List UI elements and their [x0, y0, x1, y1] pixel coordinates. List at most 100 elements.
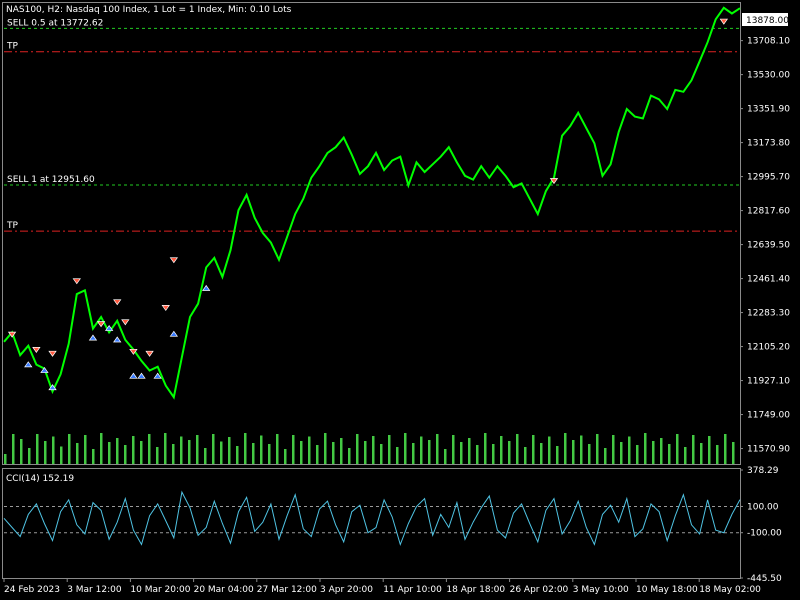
volume-bar: [436, 434, 439, 464]
volume-histogram: [4, 433, 735, 464]
sell-marker: [32, 347, 41, 353]
volume-bar: [372, 436, 375, 464]
volume-bar: [684, 447, 687, 464]
buy-marker: [137, 372, 146, 379]
volume-bar: [404, 433, 407, 464]
volume-bar: [228, 437, 231, 464]
volume-bar: [44, 441, 47, 464]
buy-marker: [153, 372, 162, 379]
volume-bar: [516, 434, 519, 464]
volume-bar: [652, 441, 655, 464]
volume-bar: [156, 447, 159, 464]
volume-bar: [4, 454, 7, 464]
volume-bar: [60, 446, 63, 464]
buy-marker: [88, 334, 98, 341]
order-line-label: SELL 0.5 at 13772.62: [7, 18, 103, 28]
buy-marker: [129, 372, 138, 379]
volume-bar: [732, 442, 735, 464]
cci-tick-label: -445.50: [747, 574, 782, 584]
volume-bar: [84, 435, 87, 464]
time-tick-label: 3 Apr 20:00: [320, 585, 373, 595]
volume-bar: [420, 436, 423, 464]
volume-bar: [116, 438, 119, 464]
volume-bar: [708, 436, 711, 464]
volume-bar: [556, 446, 559, 464]
price-tick-label: 12995.70: [747, 173, 790, 183]
volume-bar: [524, 447, 527, 464]
volume-bar: [396, 447, 399, 464]
volume-bar: [380, 444, 383, 464]
volume-bar: [260, 435, 263, 464]
volume-bar: [36, 434, 39, 464]
time-tick-label: 3 May 10:00: [573, 585, 629, 595]
price-tick-label: 11570.90: [747, 445, 790, 455]
cci-indicator: [3, 490, 741, 547]
volume-bar: [412, 443, 415, 464]
chart-title: NAS100, H2: Nasdaq 100 Index, 1 Lot = 1 …: [6, 5, 292, 15]
volume-bar: [668, 444, 671, 464]
cci-tick-label: 100.00: [747, 502, 779, 512]
sell-marker: [145, 350, 154, 357]
price-tick-label: 13708.10: [747, 37, 790, 47]
buy-marker: [104, 324, 114, 331]
time-tick-label: 11 Apr 10:00: [383, 585, 442, 595]
volume-bar: [276, 434, 279, 464]
buy-marker: [48, 384, 57, 391]
volume-bar: [548, 436, 551, 464]
time-tick-label: 10 Mar 20:00: [130, 585, 190, 595]
volume-bar: [596, 434, 599, 464]
volume-bar: [604, 448, 607, 464]
volume-bar: [444, 449, 447, 464]
price-panel-frame: [2, 2, 741, 465]
time-tick-label: 20 Mar 04:00: [194, 585, 254, 595]
trade-markers: [7, 18, 728, 391]
price-tick-label: 13173.80: [747, 139, 790, 149]
time-tick-label: 18 May 02:00: [699, 585, 761, 595]
volume-bar: [540, 443, 543, 464]
volume-bar: [148, 434, 151, 464]
volume-bar: [180, 436, 183, 464]
volume-bar: [580, 435, 583, 464]
volume-bar: [220, 441, 223, 464]
volume-bar: [356, 434, 359, 464]
volume-bar: [460, 442, 463, 464]
volume-bar: [564, 433, 567, 464]
volume-bar: [20, 439, 23, 464]
volume-bar: [692, 435, 695, 464]
volume-bar: [700, 443, 703, 464]
volume-bar: [452, 435, 455, 464]
buy-marker: [24, 361, 33, 368]
price-tick-label: 11749.00: [747, 411, 790, 421]
sell-marker: [129, 348, 138, 355]
time-tick-label: 26 Apr 02:00: [510, 585, 569, 595]
sell-marker: [549, 178, 559, 185]
volume-bar: [428, 440, 431, 464]
volume-bar: [676, 434, 679, 464]
volume-bar: [572, 440, 575, 464]
volume-bar: [388, 435, 391, 464]
volume-bar: [52, 436, 55, 464]
sell-marker: [113, 299, 122, 306]
sell-marker: [161, 305, 170, 312]
cci-line: [3, 490, 741, 547]
price-line: [3, 6, 741, 400]
volume-bar: [68, 434, 71, 464]
volume-bar: [284, 449, 287, 464]
volume-bar: [252, 443, 255, 464]
price-tick-label: 11927.10: [747, 377, 790, 387]
volume-bar: [124, 445, 127, 464]
volume-bar: [172, 444, 175, 464]
volume-bar: [196, 435, 199, 464]
volume-bar: [348, 448, 351, 464]
volume-bar: [476, 445, 479, 464]
volume-bar: [468, 438, 471, 464]
current-price-label: 13878.00: [746, 16, 789, 26]
time-tick-label: 24 Feb 2023: [4, 585, 60, 595]
time-tick-label: 3 Mar 12:00: [67, 585, 122, 595]
volume-bar: [500, 436, 503, 464]
volume-bar: [332, 442, 335, 464]
volume-bar: [716, 445, 719, 464]
volume-bar: [340, 438, 343, 464]
cci-tick-label: 378.29: [747, 466, 779, 476]
